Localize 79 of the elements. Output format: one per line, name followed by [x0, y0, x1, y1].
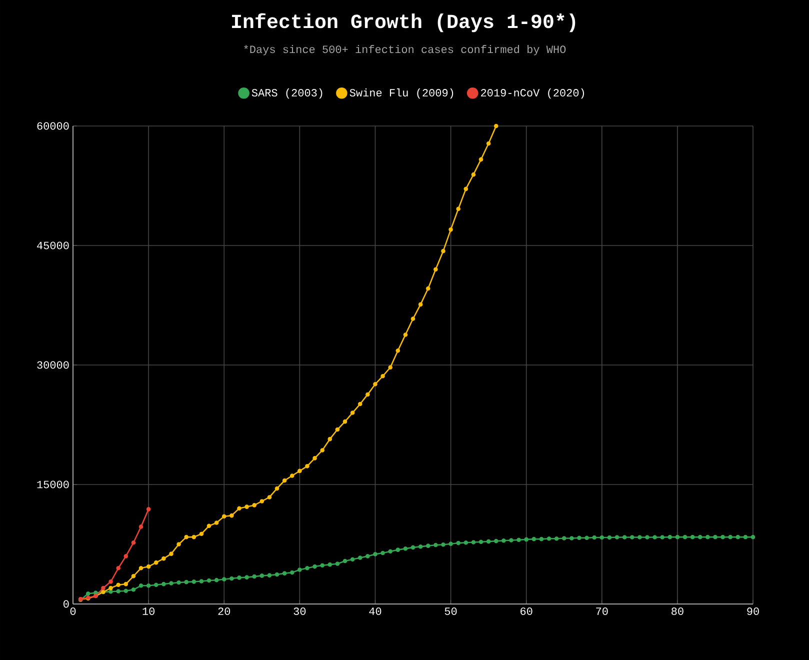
point	[328, 436, 332, 442]
point	[154, 560, 158, 565]
point	[342, 419, 348, 424]
point	[366, 392, 370, 397]
point	[230, 513, 234, 518]
point	[350, 410, 355, 415]
point	[380, 374, 385, 378]
point	[199, 532, 204, 536]
y-tick-label: 45000	[37, 242, 69, 250]
x-tick-label: 60	[520, 608, 532, 615]
point	[298, 468, 302, 474]
point	[116, 582, 120, 588]
point	[471, 172, 476, 177]
point	[138, 524, 144, 529]
x-tick-label: 50	[444, 608, 457, 615]
point	[162, 556, 166, 561]
point	[335, 427, 340, 432]
point	[486, 141, 491, 146]
point	[260, 499, 264, 504]
chart-subtitle: *Days since 500+ infection cases confirmed by WHO	[244, 45, 566, 56]
point	[101, 586, 106, 590]
y-tick-label: 60000	[37, 122, 69, 130]
legend-label: SARS (2003)	[252, 88, 322, 99]
point	[274, 486, 280, 491]
point	[441, 248, 446, 254]
point	[206, 524, 212, 528]
point	[108, 580, 113, 584]
point	[138, 566, 144, 570]
point	[388, 365, 392, 370]
x-tick-label: 0	[70, 608, 76, 615]
point	[418, 302, 423, 307]
point	[403, 332, 408, 337]
point	[116, 566, 120, 570]
point	[448, 227, 453, 232]
point	[305, 464, 310, 468]
legend-label: 2019-nCoV (2020)	[481, 88, 584, 99]
point	[282, 478, 287, 483]
point	[108, 586, 113, 590]
point	[184, 534, 188, 540]
y-tick-label: 30000	[37, 361, 69, 369]
point	[410, 316, 416, 321]
point	[192, 534, 196, 540]
x-tick-label: 40	[369, 608, 382, 615]
point	[124, 582, 128, 586]
x-tick-label: 90	[747, 608, 759, 615]
y-tick-label: 15000	[37, 480, 69, 488]
point	[146, 507, 151, 512]
point	[434, 267, 438, 272]
point	[124, 554, 128, 558]
point	[320, 448, 324, 452]
point	[426, 286, 430, 291]
legend-label: Swine Flu (2009)	[350, 88, 454, 99]
point	[358, 402, 362, 406]
point	[290, 474, 294, 478]
point	[373, 382, 378, 386]
y-tick-label: 0	[64, 600, 69, 608]
point	[252, 503, 256, 508]
point	[146, 564, 151, 569]
point	[169, 552, 174, 556]
point	[214, 520, 219, 525]
chart-title: Infection Growth (Days 1-90*)	[232, 13, 576, 32]
point	[494, 124, 498, 128]
point	[456, 206, 460, 211]
point	[237, 506, 242, 511]
point	[244, 504, 249, 509]
x-tick-label: 20	[218, 608, 230, 615]
point	[131, 574, 136, 578]
point	[396, 348, 400, 353]
point	[267, 495, 272, 500]
x-tick-label: 30	[294, 608, 306, 615]
point	[464, 186, 468, 192]
point	[222, 514, 226, 518]
point	[131, 540, 136, 545]
point	[312, 456, 317, 460]
point	[176, 542, 181, 546]
point	[478, 157, 484, 162]
x-tick-label: 80	[672, 608, 684, 615]
x-tick-label: 10	[142, 608, 154, 615]
x-tick-label: 70	[596, 608, 608, 615]
